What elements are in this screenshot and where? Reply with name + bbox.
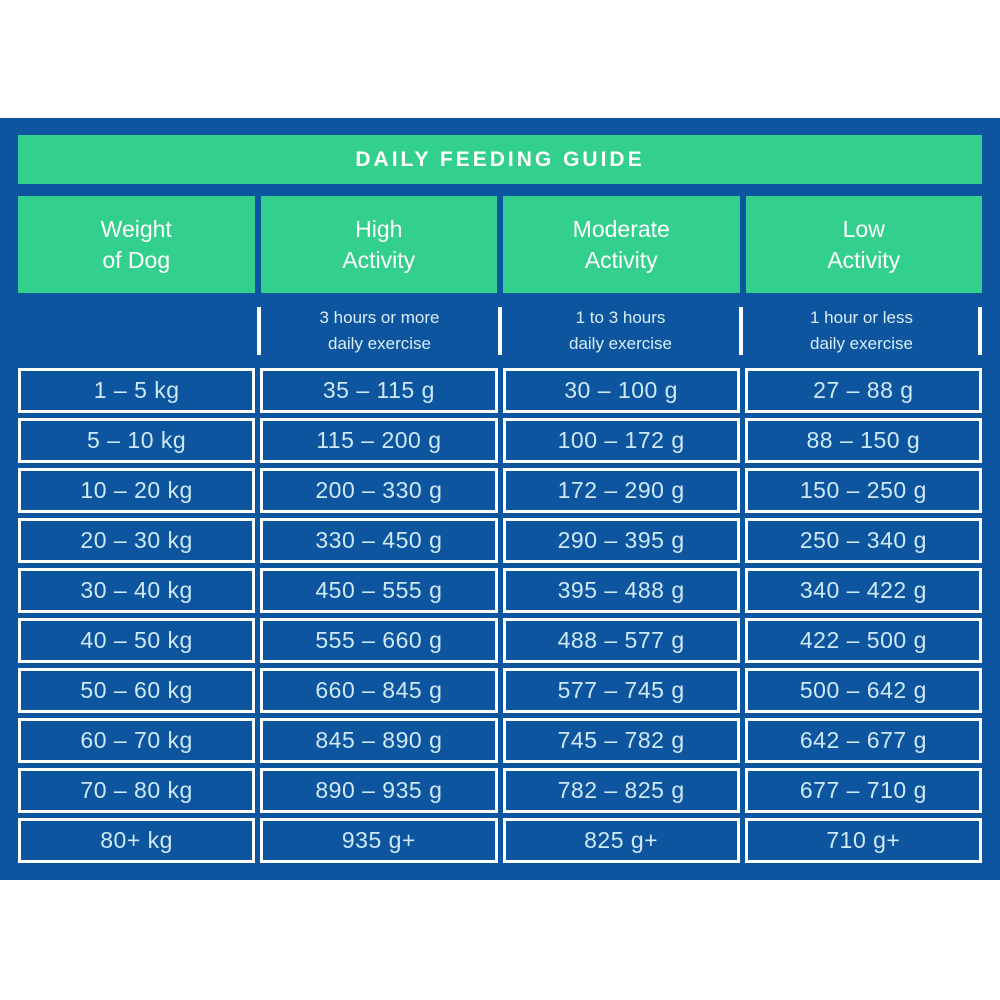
feeding-amount-cell: 35 – 115 g (260, 368, 498, 413)
feeding-amount-cell: 340 – 422 g (744, 568, 982, 613)
feeding-amount-cell: 577 – 745 g (502, 668, 740, 713)
feeding-amount-cell: 172 – 290 g (502, 468, 740, 513)
feeding-amount-cell: 500 – 642 g (744, 668, 982, 713)
weight-range-cell: 1 – 5 kg (18, 368, 256, 413)
column-header-text: Moderate (572, 215, 670, 242)
sub-header-text: 1 to 3 hours (575, 308, 666, 327)
column-header-text: of Dog (102, 246, 171, 273)
feeding-amount-cell: 660 – 845 g (260, 668, 498, 713)
column-header-moderate: Moderate Activity (503, 196, 740, 293)
feeding-amount-cell: 290 – 395 g (502, 518, 740, 563)
column-header-weight: Weight of Dog (18, 196, 255, 293)
feeding-amount-cell: 395 – 488 g (502, 568, 740, 613)
column-header-text: Activity (584, 246, 658, 273)
column-header-low: Low Activity (745, 196, 982, 293)
weight-range-cell: 20 – 30 kg (18, 518, 256, 563)
weight-range-cell: 40 – 50 kg (18, 618, 256, 663)
weight-range-cell: 60 – 70 kg (18, 718, 256, 763)
feeding-amount-cell: 845 – 890 g (260, 718, 498, 763)
feeding-amount-cell: 825 g+ (502, 818, 740, 863)
feeding-amount-cell: 150 – 250 g (744, 468, 982, 513)
feeding-amount-cell: 782 – 825 g (502, 768, 740, 813)
feeding-amount-cell: 250 – 340 g (744, 518, 982, 563)
feeding-amount-cell: 330 – 450 g (260, 518, 498, 563)
sub-header-text: daily exercise (569, 334, 672, 353)
feeding-amount-cell: 935 g+ (260, 818, 498, 863)
sub-header-2: 1 to 3 hours daily exercise (498, 302, 741, 360)
feeding-amount-cell: 488 – 577 g (502, 618, 740, 663)
guide-title-bar: DAILY FEEDING GUIDE (18, 135, 982, 184)
feeding-amount-cell: 450 – 555 g (260, 568, 498, 613)
weight-range-cell: 5 – 10 kg (18, 418, 256, 463)
weight-range-cell: 30 – 40 kg (18, 568, 256, 613)
feeding-guide-panel: DAILY FEEDING GUIDE Weight of Dog High Acti… (0, 118, 1000, 880)
sub-header-text: daily exercise (810, 334, 913, 353)
feeding-table: 1 – 5 kg 35 – 115 g 30 – 100 g 27 – 88 g 5 –… (18, 368, 982, 863)
feeding-amount-cell: 422 – 500 g (744, 618, 982, 663)
weight-range-cell: 10 – 20 kg (18, 468, 256, 513)
column-headers: Weight of Dog High Activity Moderate Activity… (18, 196, 982, 293)
feeding-amount-cell: 745 – 782 g (502, 718, 740, 763)
sub-header-text: daily exercise (328, 334, 431, 353)
weight-range-cell: 70 – 80 kg (18, 768, 256, 813)
feeding-amount-cell: 677 – 710 g (744, 768, 982, 813)
weight-range-cell: 80+ kg (18, 818, 256, 863)
column-header-text: Activity (342, 246, 416, 273)
feeding-amount-cell: 710 g+ (744, 818, 982, 863)
feeding-amount-cell: 30 – 100 g (502, 368, 740, 413)
feeding-amount-cell: 88 – 150 g (744, 418, 982, 463)
column-header-high: High Activity (260, 196, 497, 293)
sub-header-1: 3 hours or more daily exercise (257, 302, 500, 360)
column-header-text: Low (842, 215, 885, 242)
column-header-text: High (355, 215, 403, 242)
weight-range-cell: 50 – 60 kg (18, 668, 256, 713)
sub-headers: 3 hours or more daily exercise 1 to 3 hour… (18, 302, 982, 360)
feeding-amount-cell: 890 – 935 g (260, 768, 498, 813)
sub-header-text: 1 hour or less (810, 308, 913, 327)
guide-title: DAILY FEEDING GUIDE (355, 147, 645, 171)
feeding-amount-cell: 27 – 88 g (744, 368, 982, 413)
feeding-amount-cell: 200 – 330 g (260, 468, 498, 513)
feeding-amount-cell: 555 – 660 g (260, 618, 498, 663)
sub-header-3: 1 hour or less daily exercise (739, 302, 982, 360)
sub-header-text: 3 hours or more (319, 308, 440, 327)
column-header-text: Weight (100, 215, 172, 242)
sub-header-0 (18, 302, 259, 360)
feeding-amount-cell: 115 – 200 g (260, 418, 498, 463)
feeding-amount-cell: 100 – 172 g (502, 418, 740, 463)
column-header-text: Activity (827, 246, 901, 273)
feeding-amount-cell: 642 – 677 g (744, 718, 982, 763)
